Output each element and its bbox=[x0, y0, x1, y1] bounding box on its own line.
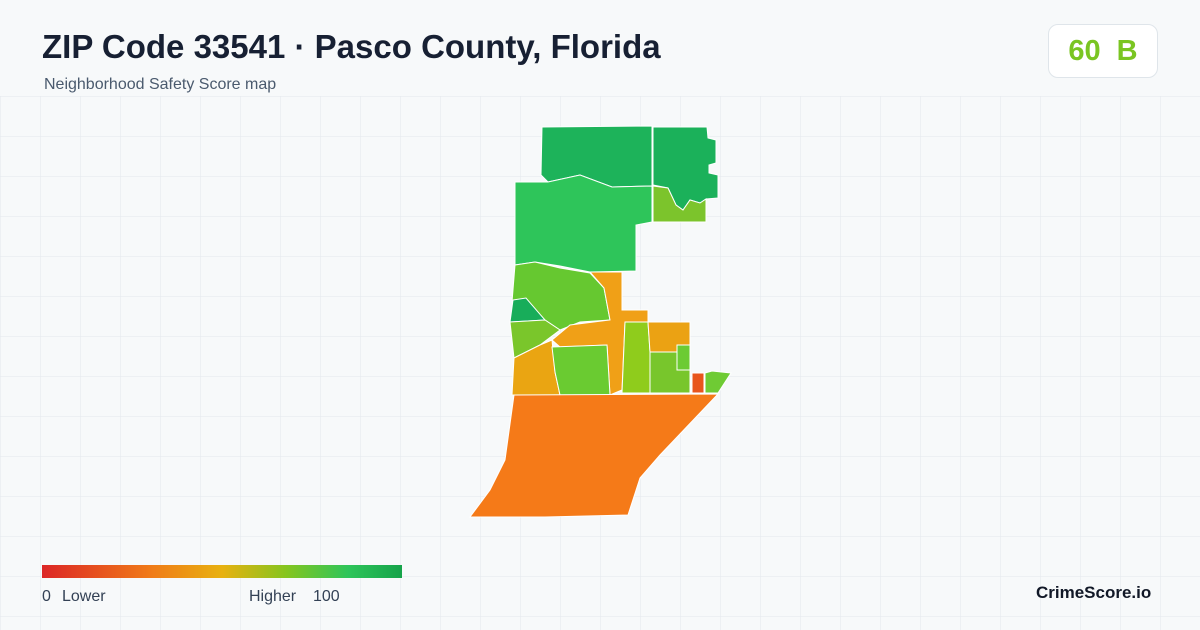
area bbox=[652, 185, 707, 223]
score-badge: 60 B bbox=[1048, 24, 1158, 78]
area bbox=[691, 372, 705, 394]
area bbox=[704, 370, 732, 394]
area bbox=[509, 319, 561, 359]
legend-max: 100 bbox=[313, 588, 340, 605]
score: 60 bbox=[1068, 34, 1101, 67]
area bbox=[551, 344, 611, 396]
zip-areas bbox=[469, 125, 732, 518]
brand: CrimeScore.io bbox=[1036, 583, 1152, 602]
legend-min-label: Lower bbox=[62, 588, 106, 605]
grade: B bbox=[1116, 34, 1138, 67]
subtitle: Neighborhood Safety Score map bbox=[44, 76, 277, 93]
area bbox=[514, 174, 653, 273]
legend-min: 0 bbox=[42, 588, 51, 605]
title: ZIP Code 33541 · Pasco County, Florida bbox=[42, 28, 661, 65]
area bbox=[540, 125, 653, 188]
area bbox=[676, 344, 691, 371]
legend-max-label: Higher bbox=[249, 588, 297, 605]
legend-gradient bbox=[42, 565, 402, 578]
area bbox=[621, 321, 651, 394]
area bbox=[469, 393, 720, 518]
